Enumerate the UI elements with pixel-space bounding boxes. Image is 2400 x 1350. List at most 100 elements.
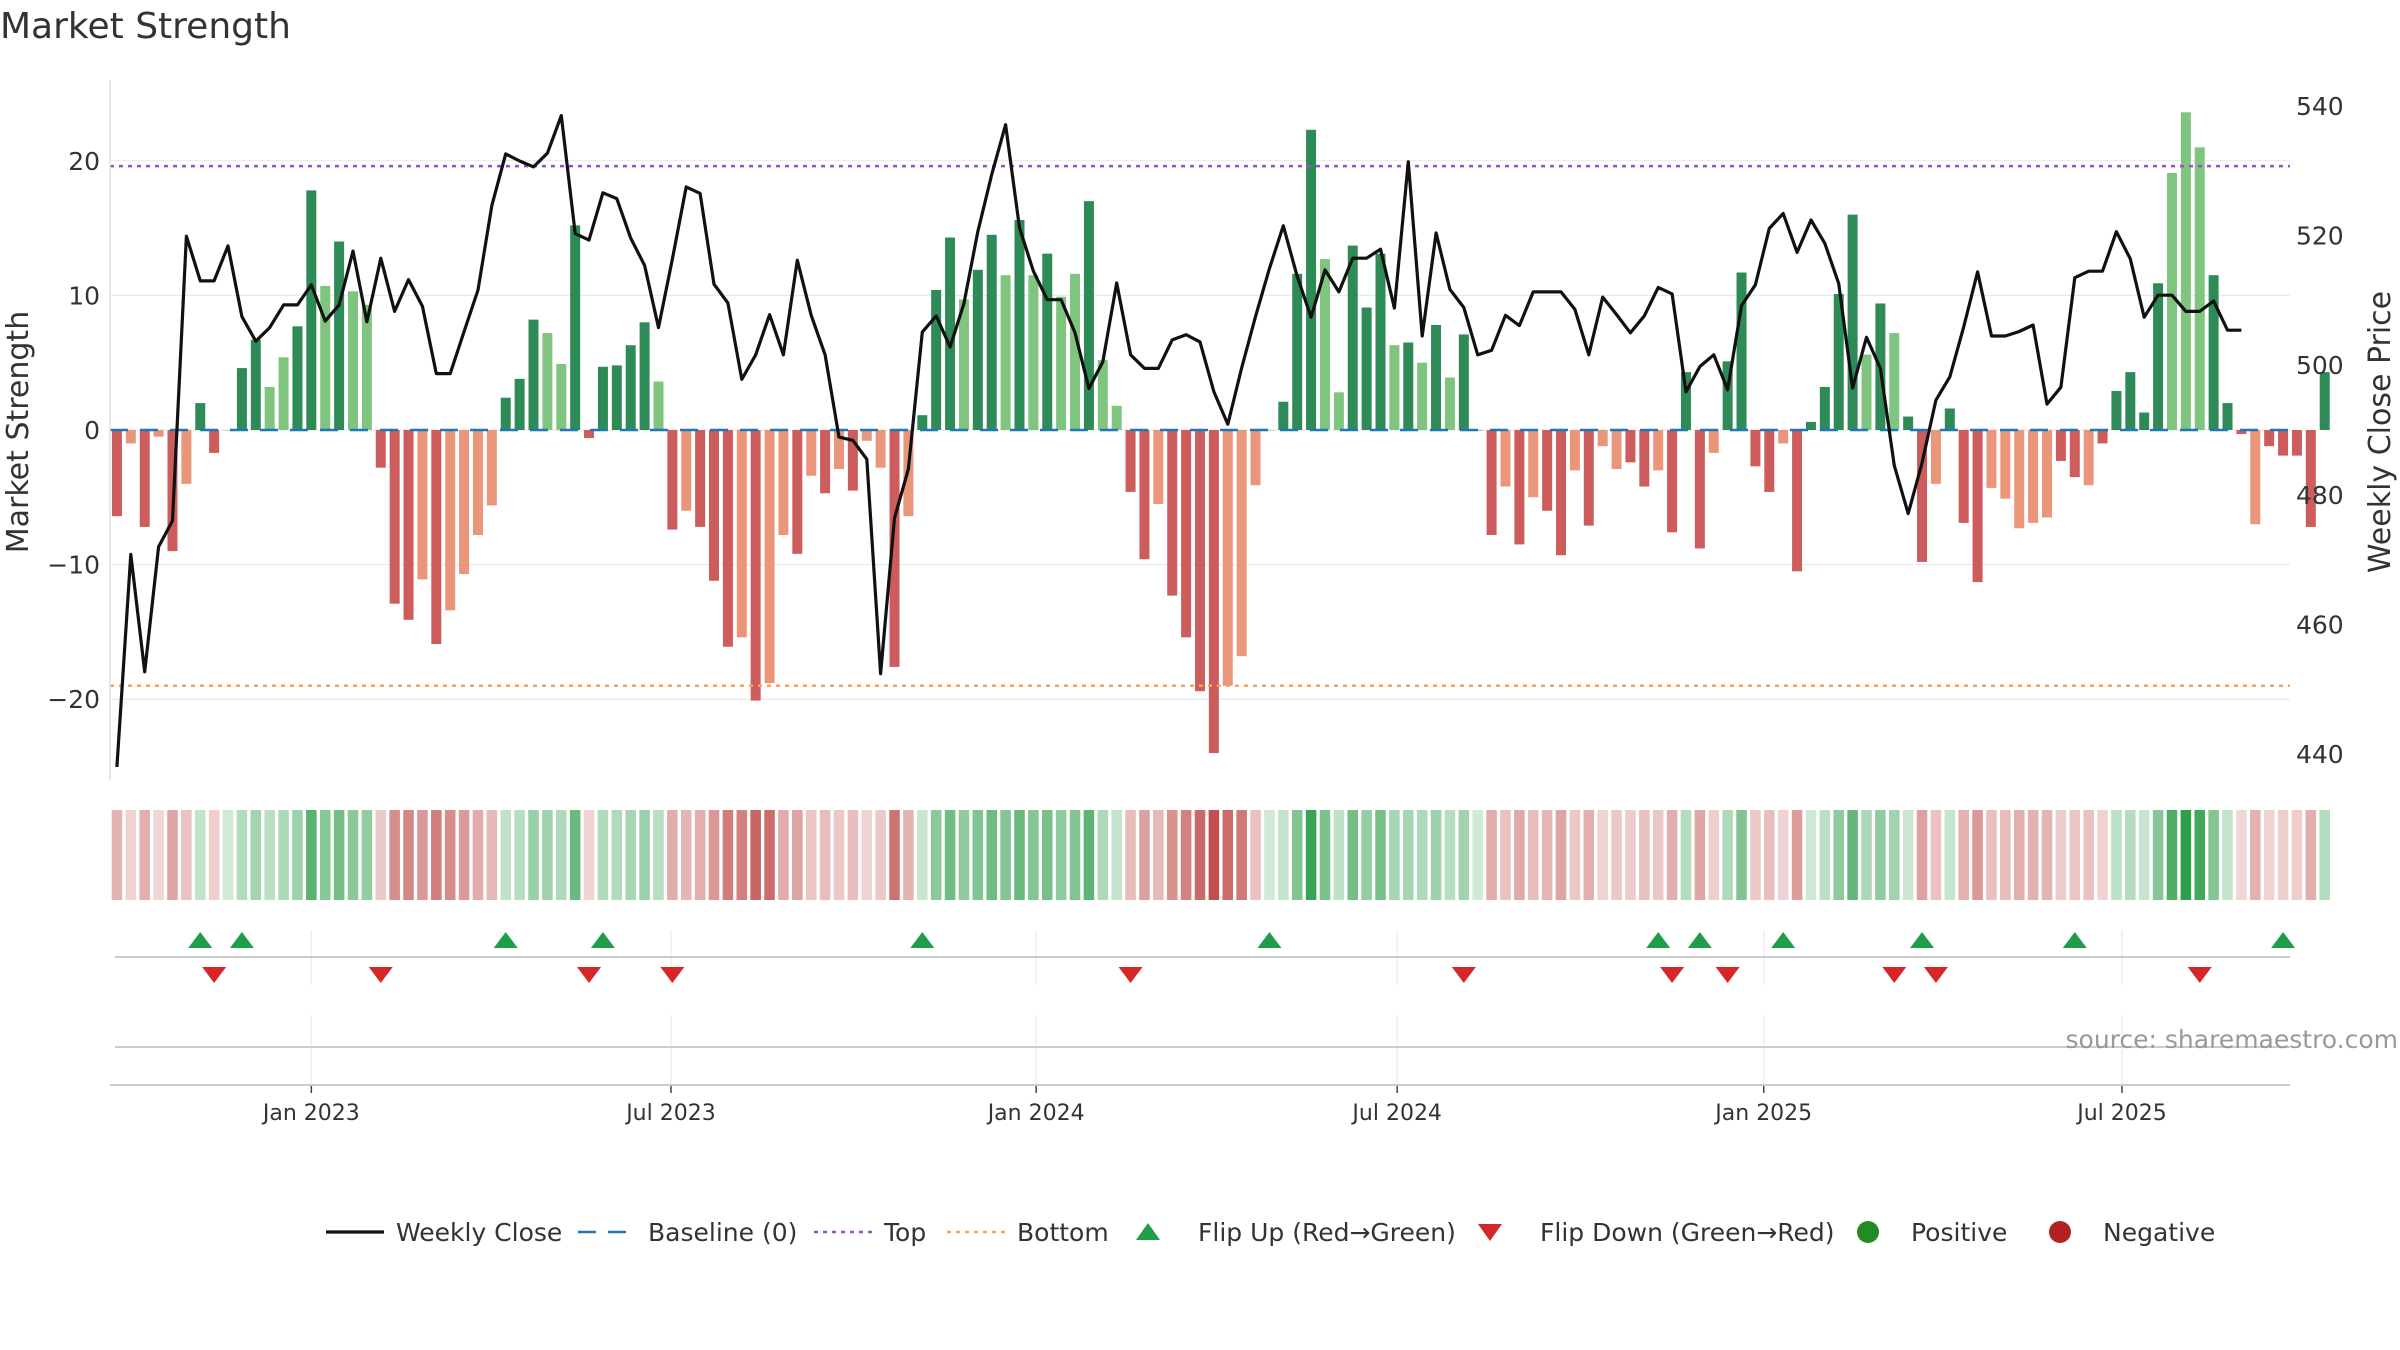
strength-bar xyxy=(1139,430,1150,560)
strength-bar xyxy=(2208,275,2219,430)
heat-cell xyxy=(2041,810,2053,900)
strength-bar xyxy=(570,225,581,430)
strength-bar xyxy=(2028,430,2039,523)
strength-bar xyxy=(625,345,636,430)
strength-bar xyxy=(2125,372,2136,430)
strength-bar xyxy=(1722,361,1733,430)
strength-bar xyxy=(1222,430,1233,686)
strength-bar xyxy=(181,430,192,484)
heat-cell xyxy=(1194,810,1206,900)
heat-cell xyxy=(680,810,692,900)
legend-label-flip-down: Flip Down (Green→Red) xyxy=(1540,1218,1835,1247)
strength-bar xyxy=(1542,430,1553,511)
strength-bar xyxy=(833,430,844,470)
strength-bar xyxy=(695,430,706,527)
strength-bar xyxy=(597,366,608,430)
strength-bar xyxy=(125,430,136,444)
strength-bar xyxy=(1958,430,1969,523)
legend: Weekly Close Baseline (0) Top Bottom Flip Up… xyxy=(326,1218,2215,1247)
heat-cell xyxy=(625,810,636,900)
strength-bar xyxy=(445,430,456,611)
heat-cell xyxy=(2180,810,2192,900)
heat-cell xyxy=(2055,810,2067,900)
heat-cell xyxy=(903,810,914,900)
heat-cell xyxy=(125,810,137,900)
heat-cell xyxy=(1861,810,1872,900)
strength-bar xyxy=(2250,430,2261,525)
heat-cell xyxy=(1444,810,1456,900)
heat-cell xyxy=(792,810,803,900)
strength-bar xyxy=(153,430,164,437)
right-axis-label: Weekly Close Price xyxy=(2363,291,2398,573)
heat-cell xyxy=(153,810,164,900)
heat-cell xyxy=(1611,810,1622,900)
left-tick-label: 10 xyxy=(68,281,100,310)
strength-bar xyxy=(2291,430,2302,456)
flip-up-marker xyxy=(1910,932,1935,948)
strength-bar xyxy=(1014,220,1025,430)
heat-cell xyxy=(1833,810,1845,900)
heat-cell xyxy=(194,810,206,900)
x-tick-label: Jul 2023 xyxy=(624,1101,716,1126)
heat-cell xyxy=(1097,810,1109,900)
strength-bar xyxy=(1431,325,1442,430)
legend-swatch-flip-down xyxy=(1478,1224,1502,1241)
strength-bar xyxy=(1805,421,1816,430)
strength-bar xyxy=(1639,430,1650,487)
strength-bar xyxy=(1208,430,1219,754)
legend-label-top: Top xyxy=(883,1218,926,1247)
heat-cell xyxy=(597,810,609,900)
heat-cell xyxy=(1930,810,1942,900)
legend-label-close: Weekly Close xyxy=(396,1218,562,1247)
heat-cell xyxy=(2236,810,2247,900)
right-tick-label: 540 xyxy=(2296,92,2344,121)
flip-down-marker xyxy=(577,967,602,983)
heat-cell xyxy=(2319,810,2330,900)
strength-bar xyxy=(459,430,470,575)
strength-bar xyxy=(1181,430,1192,638)
strength-bar xyxy=(1486,430,1497,535)
heat-cell xyxy=(2222,810,2233,900)
heat-cell xyxy=(1291,810,1303,900)
heat-cell xyxy=(1361,810,1372,900)
heat-cell xyxy=(1680,810,1692,900)
strength-bar xyxy=(250,339,261,430)
heat-cell xyxy=(1875,810,1886,900)
heat-cell xyxy=(1847,810,1858,900)
right-tick-label: 520 xyxy=(2296,222,2344,251)
strength-bar xyxy=(223,430,234,431)
strength-bar xyxy=(1056,296,1067,430)
strength-bar xyxy=(2264,430,2275,447)
strength-bar xyxy=(1070,273,1081,430)
flip-up-marker xyxy=(188,932,213,948)
heat-cell xyxy=(1347,810,1359,900)
flip-up-marker xyxy=(1257,932,1282,948)
heat-cell xyxy=(417,810,428,900)
heat-cell xyxy=(778,810,789,900)
strength-bar xyxy=(1569,430,1580,471)
legend-label-bottom: Bottom xyxy=(1017,1218,1109,1247)
heat-cell xyxy=(805,810,817,900)
heat-cell xyxy=(375,810,387,900)
strength-bar xyxy=(1125,430,1136,492)
weekly-close-line xyxy=(115,113,2242,768)
x-tick-label: Jul 2024 xyxy=(1350,1101,1442,1126)
heat-cell xyxy=(1125,810,1136,900)
heat-cell xyxy=(847,810,859,900)
heat-cell xyxy=(1305,810,1317,900)
heat-cell xyxy=(208,810,220,900)
strength-bar xyxy=(986,234,997,430)
heat-cell xyxy=(181,810,192,900)
heat-cell xyxy=(264,810,275,900)
heat-cell xyxy=(2194,810,2206,900)
strength-bar xyxy=(1833,294,1844,430)
x-tick-label: Jul 2025 xyxy=(2075,1101,2167,1126)
heat-cell xyxy=(1416,810,1428,900)
strength-bar xyxy=(2305,430,2316,527)
heat-cell xyxy=(1153,810,1164,900)
legend-label-flip-up: Flip Up (Red→Green) xyxy=(1198,1218,1456,1247)
strength-bar xyxy=(528,319,539,430)
strength-bar xyxy=(1778,430,1789,444)
heat-cell xyxy=(2138,810,2150,900)
heat-cell xyxy=(1319,810,1331,900)
